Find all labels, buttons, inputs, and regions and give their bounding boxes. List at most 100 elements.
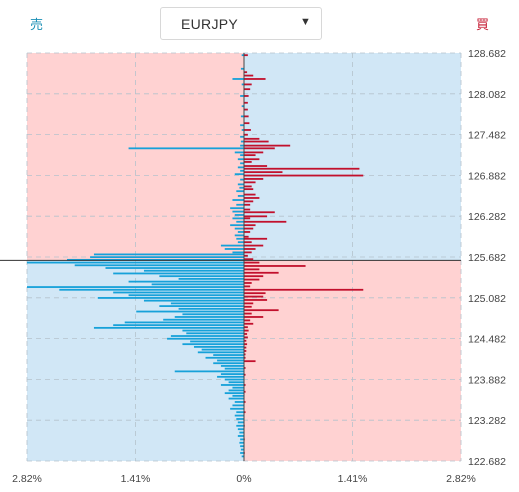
buy-bar <box>244 285 251 288</box>
sell-bar <box>237 231 244 233</box>
buy-bar <box>244 339 247 342</box>
buy-bar <box>244 188 254 191</box>
buy-bar <box>244 271 279 274</box>
buy-bar <box>244 329 249 332</box>
sell-bar <box>232 210 244 213</box>
sell-bar <box>182 329 244 332</box>
buy-bar <box>244 151 264 154</box>
buy-bar <box>244 165 268 167</box>
sell-bar <box>232 199 244 201</box>
buy-bar <box>244 356 246 359</box>
buy-bar <box>244 235 249 238</box>
buy-bar <box>244 299 268 301</box>
y-tick-label: 125.682 <box>468 252 506 264</box>
sell-bar <box>220 244 244 247</box>
buy-bar <box>244 122 250 125</box>
sell-bar <box>232 386 244 389</box>
sell-bar <box>220 384 244 386</box>
sell-bar <box>90 256 244 259</box>
buy-bar <box>244 367 246 369</box>
sell-bar <box>234 401 244 403</box>
sell-bar <box>163 318 244 321</box>
buy-bar <box>244 108 248 111</box>
buy-bar <box>244 174 364 177</box>
sell-bar <box>240 95 244 97</box>
sell-bar <box>170 302 244 305</box>
x-tick-label: 2.82% <box>446 473 476 485</box>
buy-bar <box>244 237 268 240</box>
buy-bar <box>244 261 260 264</box>
buy-bar <box>244 208 251 211</box>
buy-bar <box>244 322 254 325</box>
y-tick-label: 123.882 <box>468 374 506 386</box>
buy-bar <box>244 74 254 77</box>
sell-bar <box>240 448 244 451</box>
buy-bar <box>244 178 264 180</box>
sell-bar <box>97 297 244 299</box>
sell-bar <box>234 227 244 230</box>
buy-bar <box>244 309 279 312</box>
sell-bar <box>239 431 244 434</box>
sell-bar <box>236 411 244 414</box>
sell-bar <box>240 162 244 165</box>
y-tick-label: 126.282 <box>468 211 506 223</box>
y-tick-label: 128.682 <box>468 48 506 60</box>
buy-bar <box>244 244 264 247</box>
currency-pair-select[interactable]: EURJPY ▼ <box>160 7 322 40</box>
buy-bar <box>244 200 254 203</box>
x-tick-label: 1.41% <box>338 473 368 485</box>
buy-bar <box>244 373 246 376</box>
buy-bar <box>244 167 360 170</box>
sell-bar <box>59 288 244 291</box>
buy-bar <box>244 158 260 161</box>
sell-bar <box>240 154 244 157</box>
sell-bar <box>234 214 244 216</box>
sell-bar <box>237 183 244 186</box>
buy-bar <box>244 360 256 363</box>
buy-bar <box>244 268 260 271</box>
sell-bar <box>224 392 244 395</box>
buy-bar <box>244 181 256 184</box>
buy-bar <box>244 282 252 284</box>
buy-bar <box>244 316 264 318</box>
sell-bar <box>128 280 244 283</box>
sell-bar <box>234 151 244 154</box>
sell-bar <box>143 299 244 302</box>
buy-bar <box>244 254 248 257</box>
buy-bar <box>244 133 248 136</box>
buy-bar <box>244 326 248 329</box>
sell-bar <box>230 224 244 227</box>
buy-bar <box>244 333 248 335</box>
sell-bar <box>237 166 244 169</box>
y-tick-label: 128.082 <box>468 89 506 101</box>
sell-bar <box>174 316 244 318</box>
sell-bar <box>236 237 244 240</box>
buy-label: 買 <box>476 17 490 32</box>
buy-bar <box>244 54 248 57</box>
sell-bar <box>167 337 244 340</box>
sell-bar <box>190 340 244 343</box>
buy-bar <box>244 71 248 74</box>
sell-bar <box>213 354 244 356</box>
buy-bar <box>244 193 256 196</box>
sell-bar <box>241 105 244 108</box>
y-tick-label: 122.682 <box>468 456 506 468</box>
buy-bar <box>244 129 251 131</box>
sell-bar <box>74 264 244 267</box>
sell-bar <box>193 345 244 348</box>
sell-bar <box>220 373 244 375</box>
buy-bar <box>244 224 256 227</box>
sell-bar <box>241 54 244 57</box>
buy-bar <box>244 144 291 147</box>
sell-bar <box>143 269 244 272</box>
sell-bar <box>236 203 244 206</box>
chevron-down-icon[interactable]: ▼ <box>300 16 311 28</box>
sell-bar <box>159 275 244 278</box>
buy-bar <box>244 302 254 305</box>
buy-bar <box>244 288 364 291</box>
sell-bar <box>170 335 244 337</box>
sell-bar <box>236 190 244 193</box>
buy-bar <box>244 220 287 223</box>
buy-bar <box>244 115 249 118</box>
sell-bar <box>240 135 244 138</box>
